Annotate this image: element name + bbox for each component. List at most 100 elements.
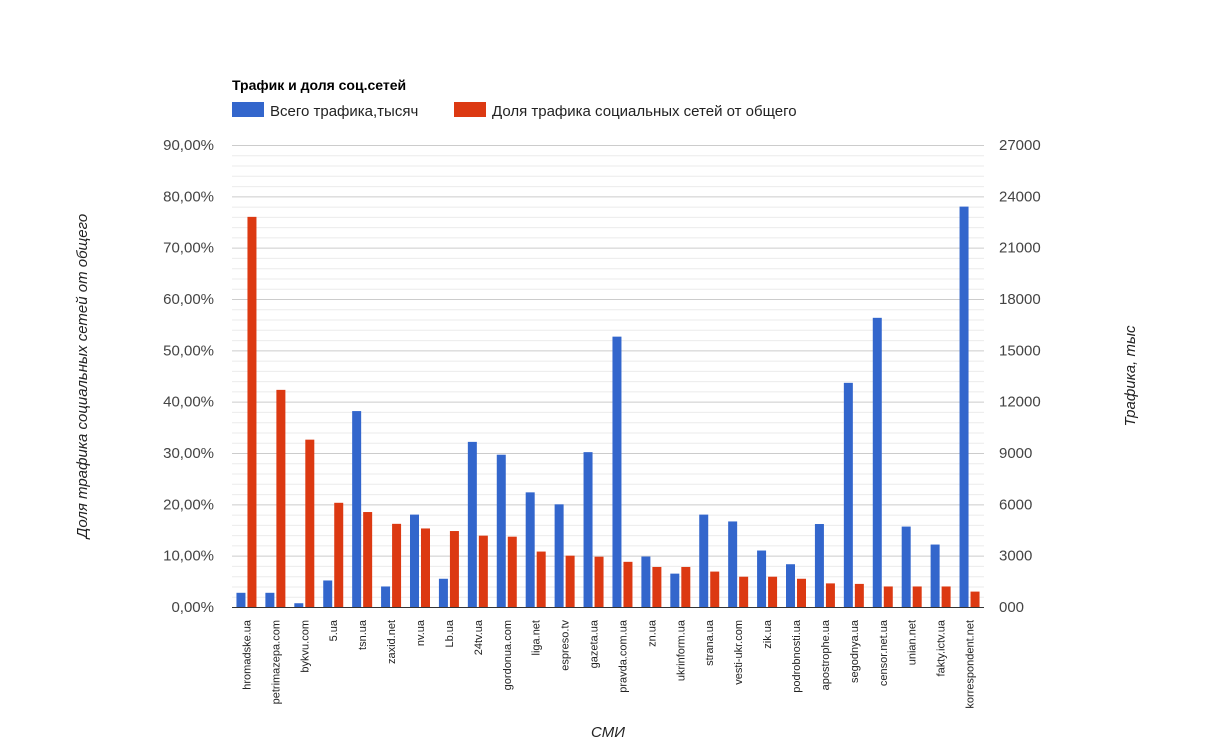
bar-social-share[interactable] — [883, 586, 893, 607]
bar-total-traffic[interactable] — [872, 317, 882, 607]
bar-total-traffic[interactable] — [641, 556, 651, 607]
right-axis-title: Трафика, тыс — [1122, 325, 1139, 427]
left-tick-label: 40,00% — [163, 394, 214, 411]
right-axis-ticks: 000 3000 6000 9000 12000 15000 18000 21000 24000… — [999, 137, 1041, 616]
bar-social-share[interactable] — [392, 523, 402, 607]
bar-total-traffic[interactable] — [323, 580, 333, 607]
left-tick-label: 0,00% — [171, 599, 214, 616]
right-tick-label: 24000 — [999, 188, 1041, 205]
bar-total-traffic[interactable] — [525, 492, 535, 607]
bar-social-share[interactable] — [652, 566, 662, 607]
bar-social-share[interactable] — [768, 576, 778, 607]
left-tick-label: 20,00% — [163, 496, 214, 513]
bar-social-share[interactable] — [594, 556, 604, 607]
right-tick-label: 12000 — [999, 394, 1041, 411]
right-tick-label: 000 — [999, 599, 1024, 616]
legend: Всего трафика,тысяч Доля трафика социаль… — [232, 102, 797, 120]
bar-total-traffic[interactable] — [786, 564, 795, 607]
bar-total-traffic[interactable] — [496, 454, 506, 607]
bar-social-share[interactable] — [449, 531, 459, 607]
bar-total-traffic[interactable] — [901, 526, 911, 607]
bar-social-share[interactable] — [623, 561, 633, 607]
bar-total-traffic[interactable] — [612, 336, 622, 607]
bar-total-traffic[interactable] — [814, 524, 824, 607]
bar-total-traffic[interactable] — [236, 592, 246, 607]
legend-swatch-total-traffic — [232, 102, 264, 117]
x-tick-label: liga.net — [531, 620, 543, 655]
bar-social-share[interactable] — [507, 536, 517, 607]
x-tick-label: pravda.com.ua — [617, 619, 629, 693]
x-tick-label: censor.net.ua — [878, 619, 890, 686]
left-tick-label: 90,00% — [163, 137, 214, 154]
bar-total-traffic[interactable] — [438, 578, 448, 607]
left-axis-title: Доля трафика социальных сетей от общего — [74, 214, 91, 540]
bar-social-share[interactable] — [825, 583, 835, 607]
bar-total-traffic[interactable] — [381, 586, 391, 607]
legend-label-social-share[interactable]: Доля трафика социальных сетей от общего — [492, 103, 797, 120]
right-tick-label: 6000 — [999, 496, 1032, 513]
chart-title: Трафик и доля соц.сетей — [232, 77, 406, 93]
x-tick-label: hromadske.ua — [241, 619, 253, 690]
bar-total-traffic[interactable] — [728, 521, 738, 607]
bar-total-traffic[interactable] — [699, 514, 709, 607]
bar-social-share[interactable] — [912, 586, 922, 607]
x-tick-label: zik.ua — [762, 619, 774, 649]
left-tick-label: 80,00% — [163, 188, 214, 205]
bar-social-share[interactable] — [941, 586, 951, 607]
right-tick-label: 21000 — [999, 240, 1041, 257]
bar-social-share[interactable] — [797, 578, 806, 607]
bar-total-traffic[interactable] — [930, 544, 940, 607]
bar-social-share[interactable] — [334, 502, 344, 607]
x-tick-label: ukrinform.ua — [675, 619, 687, 681]
x-tick-label: podrobnosti.ua — [791, 619, 803, 693]
right-tick-label: 18000 — [999, 291, 1041, 308]
legend-label-total-traffic[interactable]: Всего трафика,тысяч — [270, 103, 418, 120]
bar-social-share[interactable] — [421, 528, 430, 607]
bar-total-traffic[interactable] — [294, 603, 304, 607]
bar-social-share[interactable] — [710, 571, 720, 607]
bar-total-traffic[interactable] — [467, 441, 477, 607]
x-tick-label: segodnya.ua — [849, 619, 861, 683]
bar-total-traffic[interactable] — [583, 452, 593, 607]
right-tick-label: 9000 — [999, 445, 1032, 462]
bar-social-share[interactable] — [565, 555, 575, 607]
x-tick-label: korrespondent.net — [965, 620, 977, 709]
x-tick-label: tsn.ua — [357, 619, 369, 650]
bar-total-traffic[interactable] — [265, 592, 275, 607]
x-tick-label: bykvu.com — [299, 620, 311, 673]
left-axis-ticks: 0,00% 10,00% 20,00% 30,00% 40,00% 50,00% 60,00… — [163, 137, 214, 616]
bar-total-traffic[interactable] — [670, 573, 680, 607]
right-tick-label: 27000 — [999, 137, 1041, 154]
bar-social-share[interactable] — [305, 439, 315, 607]
bar-total-traffic[interactable] — [959, 206, 969, 607]
bar-social-share[interactable] — [970, 591, 980, 607]
bar-social-share[interactable] — [478, 535, 488, 607]
bar-social-share[interactable] — [276, 389, 286, 607]
x-tick-label: petrimazepa.com — [270, 620, 282, 704]
right-tick-label: 3000 — [999, 548, 1032, 565]
left-tick-label: 30,00% — [163, 445, 214, 462]
gridlines — [232, 145, 984, 598]
bar-social-share[interactable] — [739, 576, 749, 607]
bar-total-traffic[interactable] — [410, 514, 419, 607]
bar-total-traffic[interactable] — [843, 382, 853, 607]
bar-social-share[interactable] — [536, 551, 546, 607]
bar-total-traffic[interactable] — [757, 550, 767, 607]
x-tick-label: zaxid.net — [386, 620, 398, 664]
x-tick-label: gordonua.com — [502, 620, 514, 690]
bar-total-traffic[interactable] — [554, 504, 564, 607]
x-tick-label: unian.net — [907, 620, 919, 665]
bar-total-traffic[interactable] — [352, 411, 362, 607]
bar-social-share[interactable] — [247, 216, 257, 607]
x-tick-label: nv.ua — [415, 619, 427, 646]
bar-social-share[interactable] — [363, 512, 373, 607]
bars — [236, 206, 980, 607]
x-tick-label: vesti-ukr.com — [733, 620, 745, 685]
right-tick-label: 15000 — [999, 342, 1041, 359]
legend-swatch-social-share — [454, 102, 486, 117]
bar-social-share[interactable] — [854, 583, 864, 607]
x-axis-tick-labels: hromadske.ua petrimazepa.com bykvu.com 5.ua… — [241, 619, 976, 709]
bar-social-share[interactable] — [681, 566, 691, 607]
